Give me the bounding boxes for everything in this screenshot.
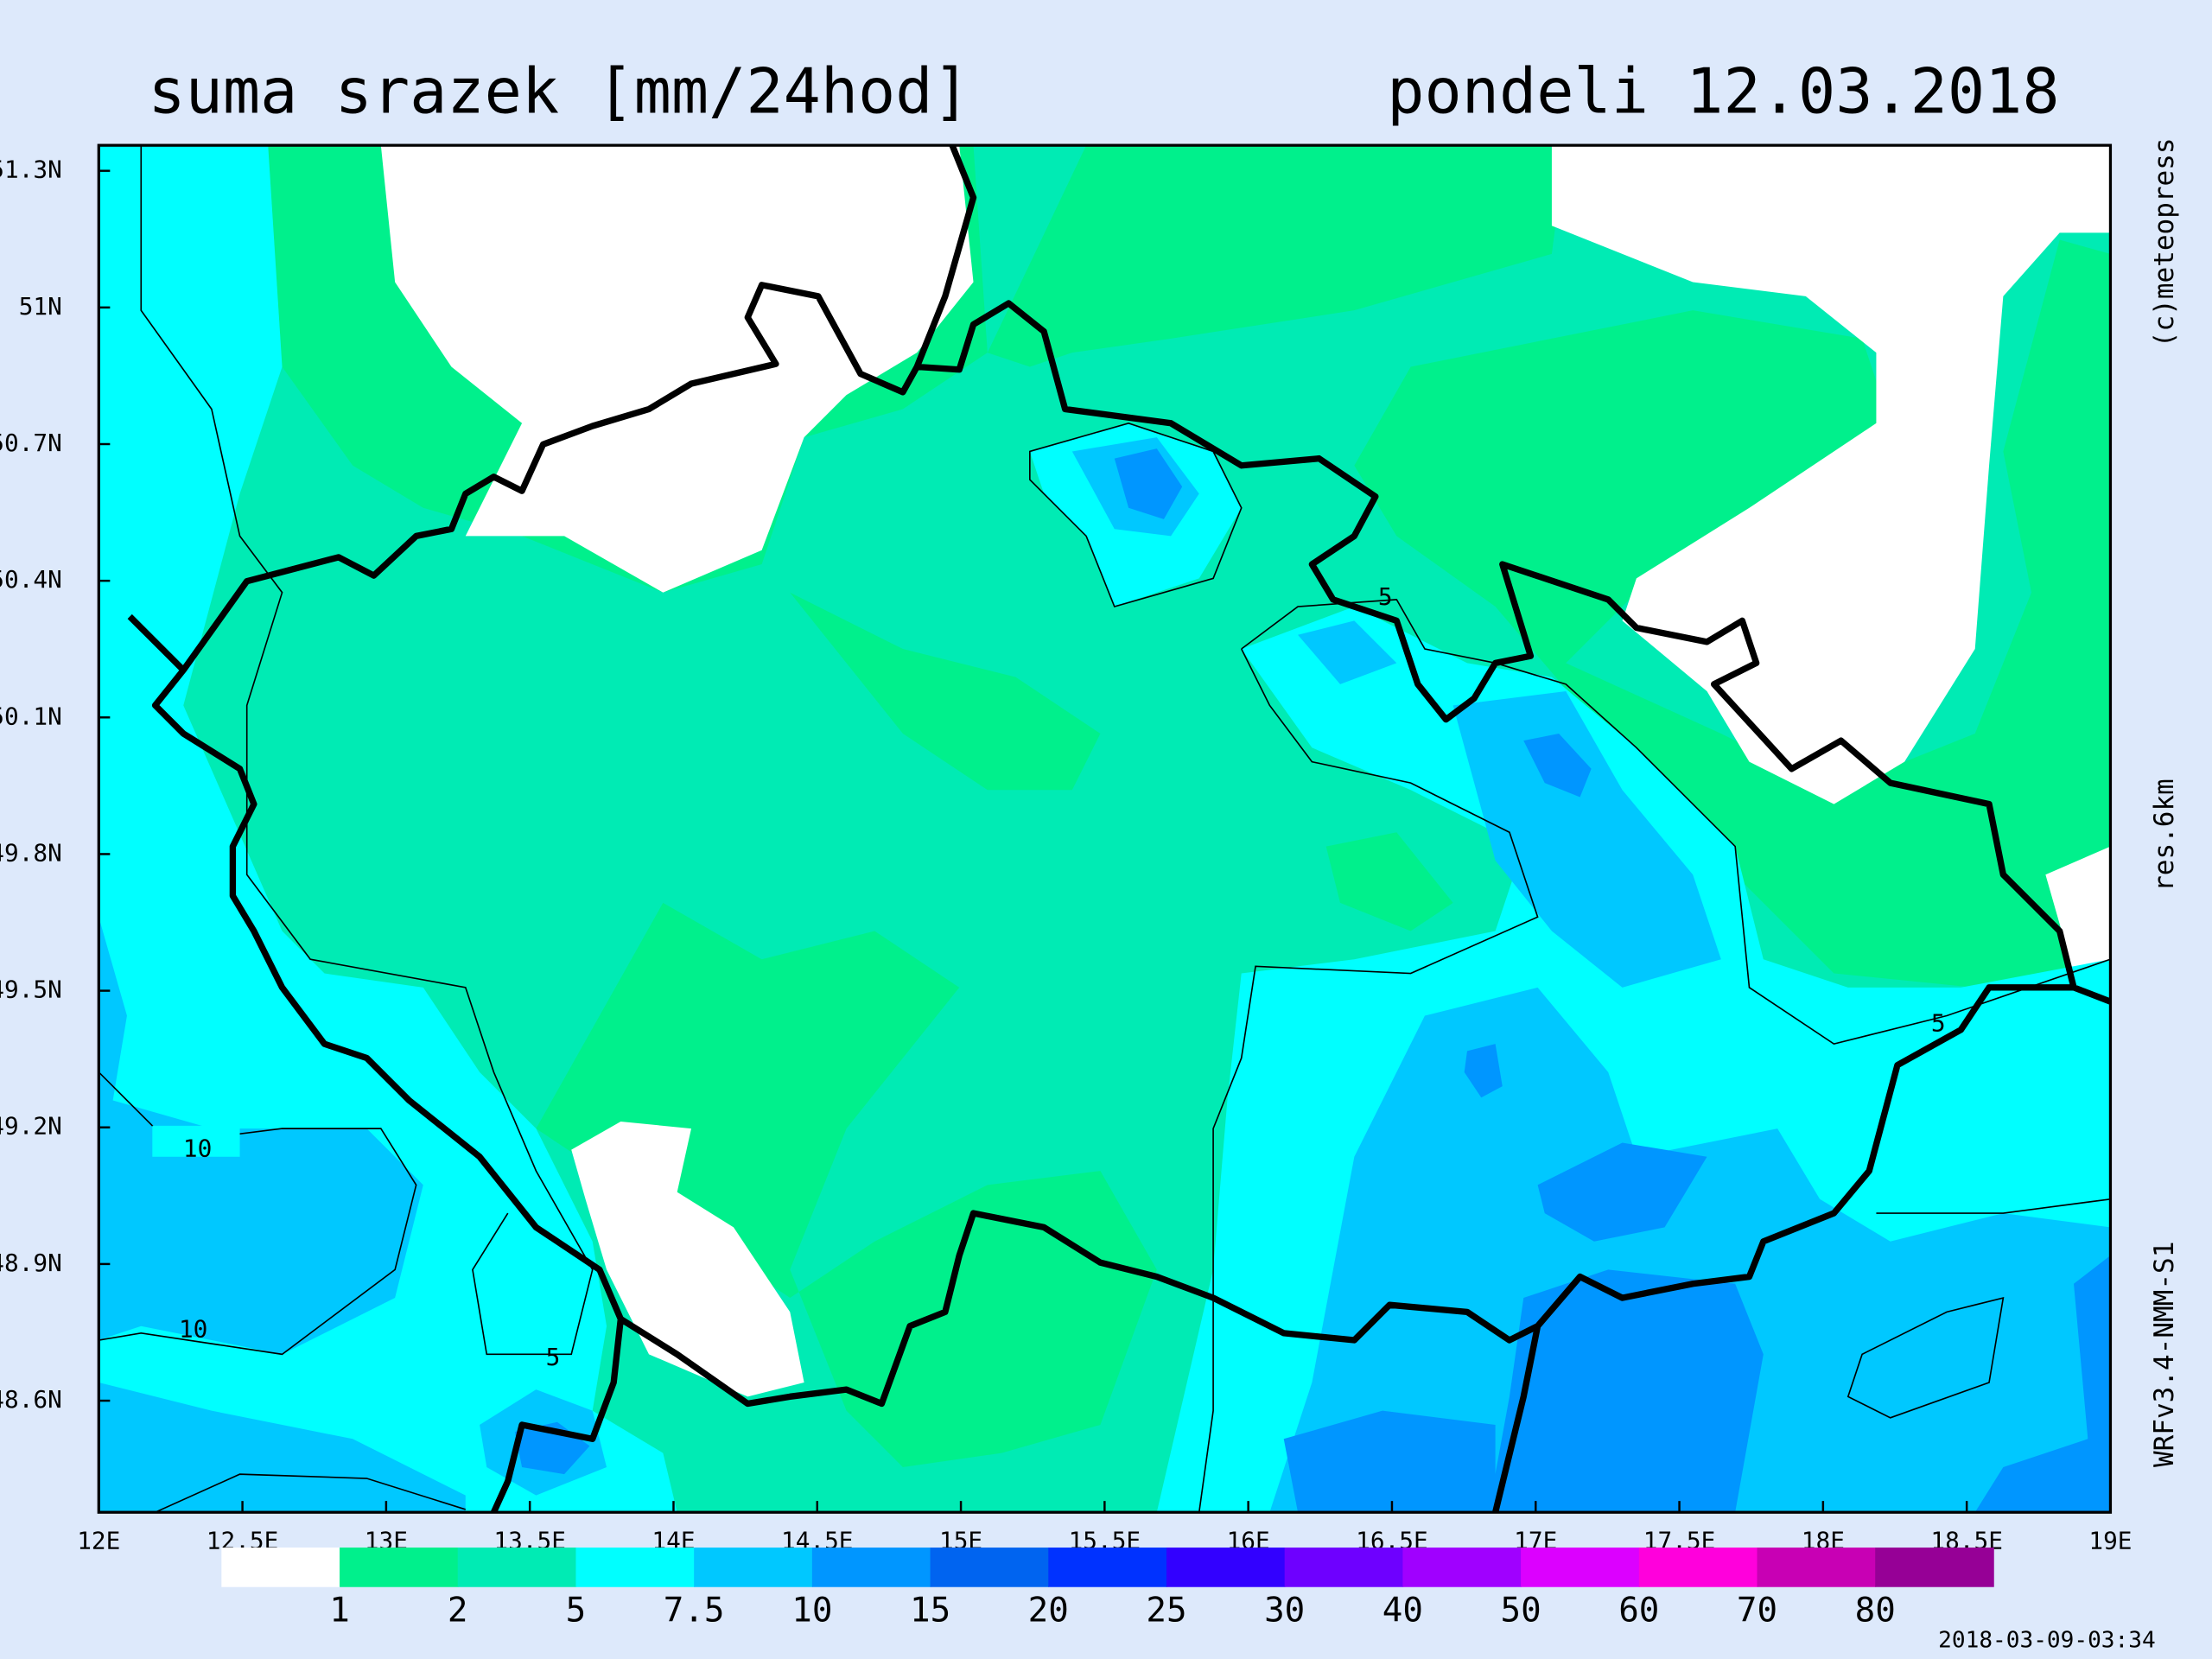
- colorbar-label: 20: [1028, 1592, 1069, 1630]
- contour-line: [1241, 599, 2111, 1046]
- field-lightblue: [1269, 987, 2111, 1513]
- colorbar-box: [221, 1548, 340, 1587]
- contour-line: [140, 145, 594, 1356]
- colorbar-box: [811, 1548, 931, 1587]
- field-lightblue: [99, 917, 423, 1355]
- contour-line: [1847, 1296, 2005, 1419]
- border-line: [127, 145, 2111, 1513]
- y-tick-label: 49.2N: [0, 1112, 62, 1141]
- contour-line: [1198, 648, 1539, 1513]
- colorbar-label: 25: [1146, 1592, 1186, 1630]
- colorbar-label: 2: [448, 1592, 468, 1630]
- y-tick-label: 48.6N: [0, 1385, 62, 1414]
- field-green: [987, 145, 1567, 367]
- y-tick-label: 50.1N: [0, 702, 62, 730]
- colorbar-label: 50: [1501, 1592, 1541, 1630]
- colorbar-label: 1: [329, 1592, 350, 1630]
- map-title: suma srazek [mm/24hod]: [148, 55, 969, 128]
- field-blue: [1464, 1044, 1503, 1098]
- field-green: [536, 902, 1157, 1467]
- field-blue: [1114, 448, 1183, 519]
- x-tick-label: 19E: [2088, 1526, 2132, 1554]
- y-tick-label: 49.5N: [0, 976, 62, 1004]
- contour-line: [1029, 422, 1243, 608]
- map-date: pondeli 12.03.2018: [1387, 55, 2059, 128]
- field-blue: [1488, 1269, 1764, 1513]
- colorbar-box: [1757, 1548, 1877, 1587]
- contour-label: 5: [1378, 582, 1393, 611]
- run-time: 2018-03-09-03:34: [1938, 1627, 2156, 1653]
- field-green: [1325, 832, 1453, 931]
- colorbar-box: [457, 1548, 577, 1587]
- field-green: [790, 592, 1101, 791]
- field-white: [2045, 846, 2111, 974]
- field-blue: [1283, 1410, 1496, 1513]
- contour-label-bg: [152, 1125, 240, 1157]
- model-name: WRFv3.4-NMM-S1: [2149, 1242, 2180, 1467]
- colorbar-box: [1402, 1548, 1522, 1587]
- contour-label: 10: [179, 1315, 207, 1344]
- contour-line: [155, 1473, 467, 1513]
- y-tick-label: 50.7N: [0, 429, 62, 457]
- y-tick-label: 48.9N: [0, 1249, 62, 1277]
- field-lightblue: [99, 1382, 466, 1513]
- field-lightblue: [1452, 691, 1721, 988]
- field-blue: [1537, 1142, 1707, 1242]
- colorbar-box: [1166, 1548, 1286, 1587]
- colorbar-box: [1048, 1548, 1167, 1587]
- colorbar-box: [1284, 1548, 1404, 1587]
- x-tick-label: 12E: [77, 1526, 120, 1554]
- colorbar-label: 80: [1855, 1592, 1896, 1630]
- colorbar-label: 30: [1264, 1592, 1305, 1630]
- field-white: [571, 1121, 804, 1397]
- contour-label: 5: [546, 1343, 561, 1371]
- colorbar-label: 10: [791, 1592, 832, 1630]
- colorbar-box: [575, 1548, 695, 1587]
- resolution: res.6km: [2149, 779, 2180, 892]
- colorbar-box: [930, 1548, 1050, 1587]
- y-tick-label: 50.4N: [0, 565, 62, 594]
- colorbar-box: [694, 1548, 813, 1587]
- credit: (c)meteopress: [2149, 137, 2180, 347]
- colorbar-label: 15: [910, 1592, 950, 1630]
- colorbar-label: 7.5: [664, 1592, 725, 1630]
- field-blue: [1523, 733, 1592, 798]
- field-green: [1354, 239, 2111, 988]
- colorbar-box: [340, 1548, 459, 1587]
- contour-label: 5: [1931, 1008, 1946, 1037]
- colorbar-label: 60: [1618, 1592, 1659, 1630]
- colorbar-box: [1638, 1548, 1758, 1587]
- colorbar-box: [1521, 1548, 1640, 1587]
- field-lightblue: [1298, 620, 1397, 684]
- y-tick-label: 49.8N: [0, 838, 62, 867]
- colorbar-box: [1875, 1548, 1994, 1587]
- contour-line: [1876, 1198, 2111, 1214]
- field-blue: [1974, 1255, 2111, 1513]
- contour-label: 10: [183, 1135, 212, 1163]
- map-field: [99, 145, 2111, 1513]
- y-tick-label: 51N: [19, 292, 62, 321]
- colorbar-label: 5: [566, 1592, 587, 1630]
- y-tick-label: 51.3N: [0, 156, 62, 184]
- colorbar-label: 70: [1737, 1592, 1777, 1630]
- colorbar-label: 40: [1382, 1592, 1423, 1630]
